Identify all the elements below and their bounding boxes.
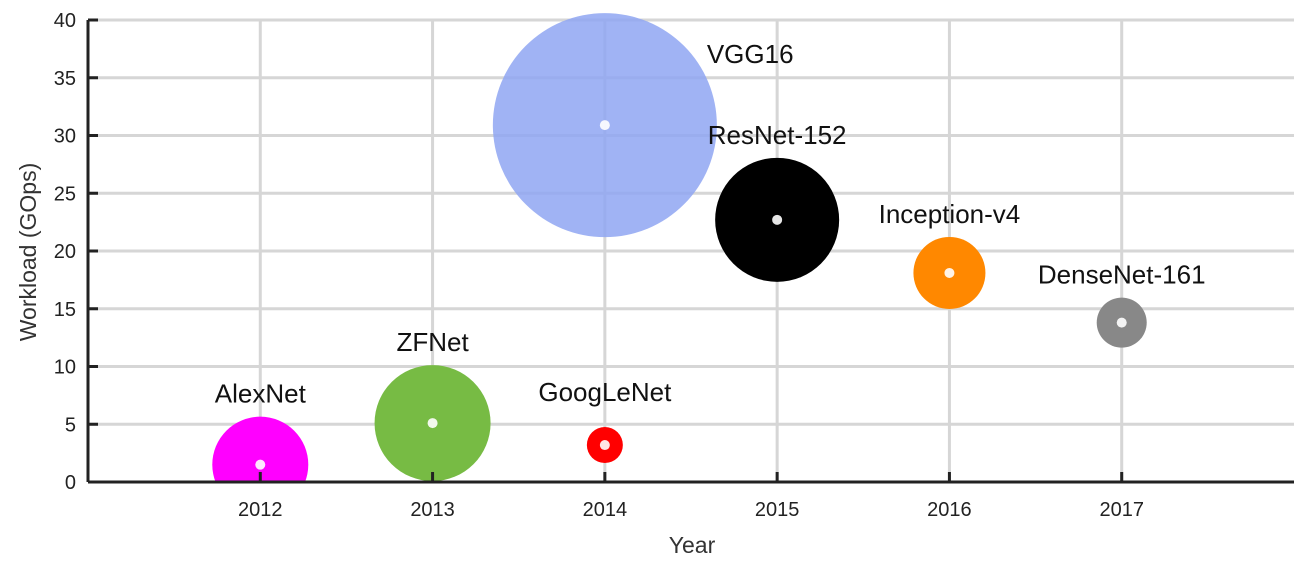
- x-tick-label: 2016: [927, 499, 972, 521]
- bubble-center-zfnet: [427, 418, 438, 429]
- y-tick-label: 10: [54, 357, 76, 379]
- label-alexnet: AlexNet: [215, 379, 307, 409]
- tick-labels: 0 5 10 15 20 25 30 35 40 2012 2013 2014 2015 2016 2017: [54, 10, 1144, 521]
- label-inception-v4: Inception-v4: [879, 199, 1021, 229]
- x-tick-label: 2013: [410, 499, 455, 521]
- bubble-center-googlenet: [599, 440, 610, 451]
- bubble-alexnet: [212, 416, 309, 482]
- x-tick-label: 2015: [755, 499, 800, 521]
- x-tick-label: 2014: [583, 499, 628, 521]
- bubble-center-vgg16: [599, 120, 610, 131]
- label-vgg16: VGG16: [707, 39, 794, 69]
- y-tick-label: 40: [54, 10, 76, 32]
- y-tick-label: 5: [65, 414, 76, 436]
- label-googlenet: GoogLeNet: [538, 377, 672, 407]
- y-axis-label: Workload (GOps): [15, 163, 41, 342]
- label-densenet-161: DenseNet-161: [1038, 260, 1206, 290]
- bubble-labels: AlexNet ZFNet GoogLeNet VGG16 ResNet-152 Ince…: [215, 39, 1206, 409]
- label-zfnet: ZFNet: [396, 327, 469, 357]
- bubble-center-alexnet: [255, 459, 266, 470]
- x-axis-label: Year: [669, 532, 716, 558]
- axes: [86, 18, 1294, 484]
- bubble-center-densenet-161: [1116, 317, 1127, 328]
- y-tick-label: 30: [54, 126, 76, 148]
- bubble-center-resnet-152: [772, 214, 783, 225]
- y-tick-label: 35: [54, 68, 76, 90]
- label-resnet-152: ResNet-152: [708, 120, 847, 150]
- bubbles-layer: [212, 13, 1147, 482]
- y-tick-label: 0: [65, 472, 76, 494]
- y-tick-label: 15: [54, 299, 76, 321]
- x-tick-label: 2017: [1099, 499, 1144, 521]
- x-tick-label: 2012: [238, 499, 283, 521]
- bubble-center-inception-v4: [944, 267, 955, 278]
- y-tick-label: 25: [54, 183, 76, 205]
- y-tick-label: 20: [54, 241, 76, 263]
